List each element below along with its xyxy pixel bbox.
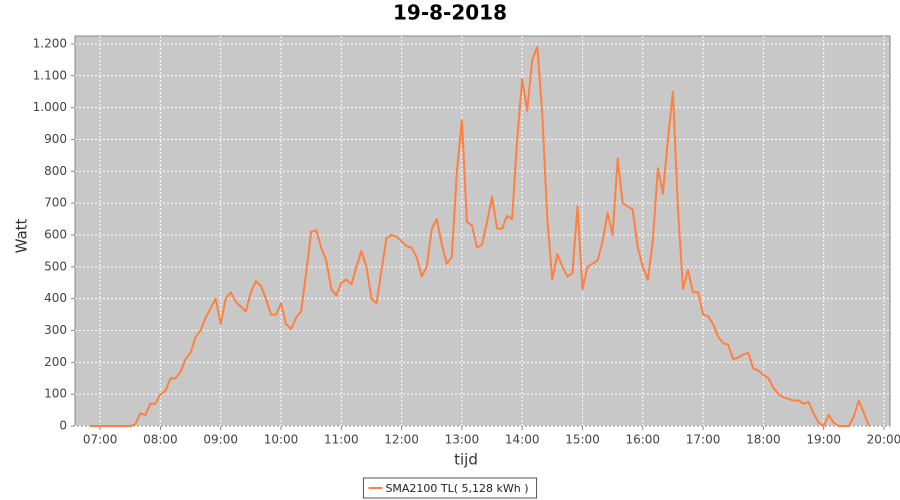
x-tick-label: 16:00 bbox=[625, 433, 660, 447]
y-tick-label: 200 bbox=[44, 355, 67, 369]
x-tick-label: 10:00 bbox=[264, 433, 299, 447]
x-axis-label: tijd bbox=[454, 451, 478, 469]
plot-area bbox=[74, 35, 891, 427]
y-tick-label: 800 bbox=[44, 164, 67, 178]
x-tick-label: 12:00 bbox=[384, 433, 419, 447]
x-tick-label: 07:00 bbox=[83, 433, 118, 447]
legend-label: SMA2100 TL( 5,128 kWh ) bbox=[385, 482, 528, 495]
y-axis-label: Watt bbox=[13, 218, 31, 253]
y-tick-label: 100 bbox=[44, 387, 67, 401]
x-tick-label: 18:00 bbox=[746, 433, 781, 447]
x-tick-label: 20:00 bbox=[867, 433, 900, 447]
series-line bbox=[90, 46, 870, 427]
y-tick-label: 700 bbox=[44, 196, 67, 210]
y-tick-label: 900 bbox=[44, 132, 67, 146]
y-tick-label: 1.100 bbox=[33, 68, 67, 82]
x-tick-label: 09:00 bbox=[203, 433, 238, 447]
y-tick-label: 0 bbox=[59, 419, 67, 433]
x-tick-label: 14:00 bbox=[505, 433, 540, 447]
y-tick-label: 600 bbox=[44, 227, 67, 241]
x-tick-label: 19:00 bbox=[806, 433, 841, 447]
legend-box bbox=[362, 477, 538, 499]
y-tick-label: 400 bbox=[44, 291, 67, 305]
y-tick-label: 300 bbox=[44, 323, 67, 337]
x-tick-label: 13:00 bbox=[445, 433, 480, 447]
x-tick-label: 15:00 bbox=[565, 433, 600, 447]
legend: SMA2100 TL( 5,128 kWh ) bbox=[362, 477, 538, 499]
y-tick-label: 1.000 bbox=[33, 100, 67, 114]
y-tick-label: 500 bbox=[44, 259, 67, 273]
chart-title: 19-8-2018 bbox=[393, 1, 507, 25]
x-tick-label: 08:00 bbox=[143, 433, 178, 447]
x-tick-label: 11:00 bbox=[324, 433, 359, 447]
x-tick-label: 17:00 bbox=[686, 433, 721, 447]
y-tick-label: 1.200 bbox=[33, 36, 67, 50]
